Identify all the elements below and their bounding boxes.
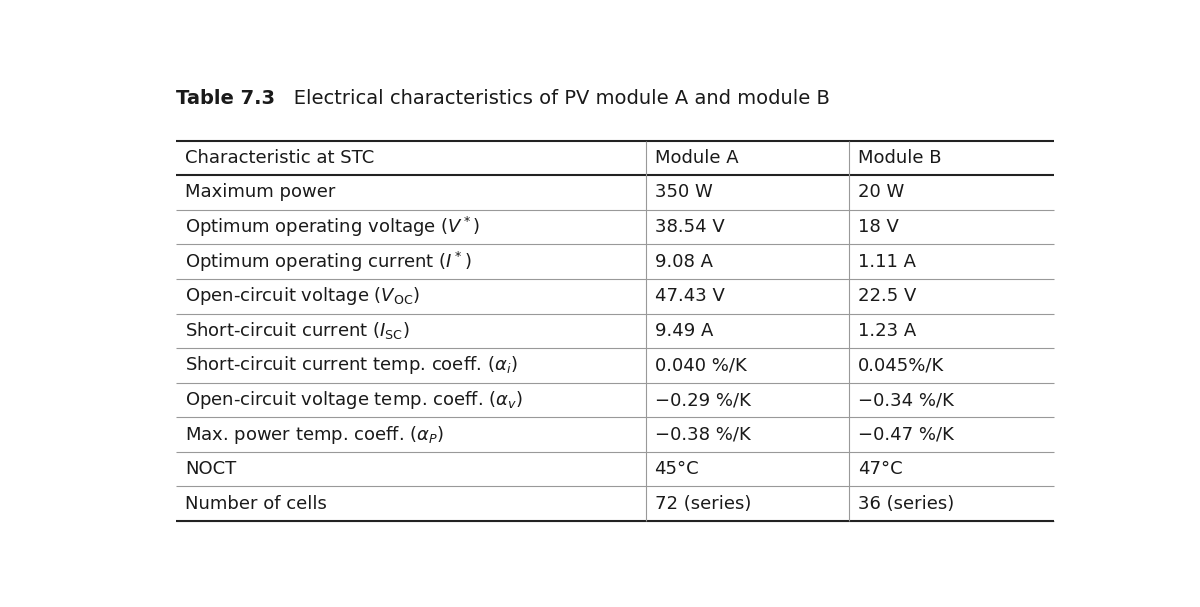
Text: 0.040 %/K: 0.040 %/K: [654, 356, 746, 375]
Text: Optimum operating current ($I^*$): Optimum operating current ($I^*$): [185, 249, 472, 274]
Text: 72 (series): 72 (series): [654, 495, 751, 513]
Text: Characteristic at STC: Characteristic at STC: [185, 149, 374, 167]
Text: 22.5 V: 22.5 V: [858, 287, 917, 305]
Text: 45°C: 45°C: [654, 460, 700, 478]
Text: 38.54 V: 38.54 V: [654, 218, 725, 236]
Text: −0.34 %/K: −0.34 %/K: [858, 391, 954, 409]
Text: Module B: Module B: [858, 149, 942, 167]
Text: NOCT: NOCT: [185, 460, 236, 478]
Text: 47.43 V: 47.43 V: [654, 287, 725, 305]
Text: 0.045%/K: 0.045%/K: [858, 356, 944, 375]
Text: Open-circuit voltage temp. coeff. ($\alpha_v$): Open-circuit voltage temp. coeff. ($\alp…: [185, 389, 523, 411]
Text: −0.29 %/K: −0.29 %/K: [654, 391, 750, 409]
Text: 47°C: 47°C: [858, 460, 902, 478]
Text: −0.47 %/K: −0.47 %/K: [858, 426, 954, 444]
Text: Max. power temp. coeff. ($\alpha_P$): Max. power temp. coeff. ($\alpha_P$): [185, 424, 444, 446]
Text: Electrical characteristics of PV module A and module B: Electrical characteristics of PV module …: [275, 89, 830, 108]
Text: 9.49 A: 9.49 A: [654, 322, 713, 340]
Text: Module A: Module A: [654, 149, 738, 167]
Text: Optimum operating voltage ($V^*$): Optimum operating voltage ($V^*$): [185, 215, 480, 239]
Text: 1.23 A: 1.23 A: [858, 322, 917, 340]
Text: 36 (series): 36 (series): [858, 495, 954, 513]
Text: 9.08 A: 9.08 A: [654, 253, 713, 271]
Text: 350 W: 350 W: [654, 183, 713, 202]
Text: Table 7.3: Table 7.3: [176, 89, 275, 108]
Text: 1.11 A: 1.11 A: [858, 253, 916, 271]
Text: 18 V: 18 V: [858, 218, 899, 236]
Text: 20 W: 20 W: [858, 183, 905, 202]
Text: Short-circuit current temp. coeff. ($\alpha_i$): Short-circuit current temp. coeff. ($\al…: [185, 354, 517, 376]
Text: −0.38 %/K: −0.38 %/K: [654, 426, 750, 444]
Text: Maximum power: Maximum power: [185, 183, 335, 202]
Text: Open-circuit voltage ($V_{\mathrm{OC}}$): Open-circuit voltage ($V_{\mathrm{OC}}$): [185, 285, 420, 307]
Text: Number of cells: Number of cells: [185, 495, 326, 513]
Text: Short-circuit current ($I_{\mathrm{SC}}$): Short-circuit current ($I_{\mathrm{SC}}$…: [185, 320, 409, 341]
